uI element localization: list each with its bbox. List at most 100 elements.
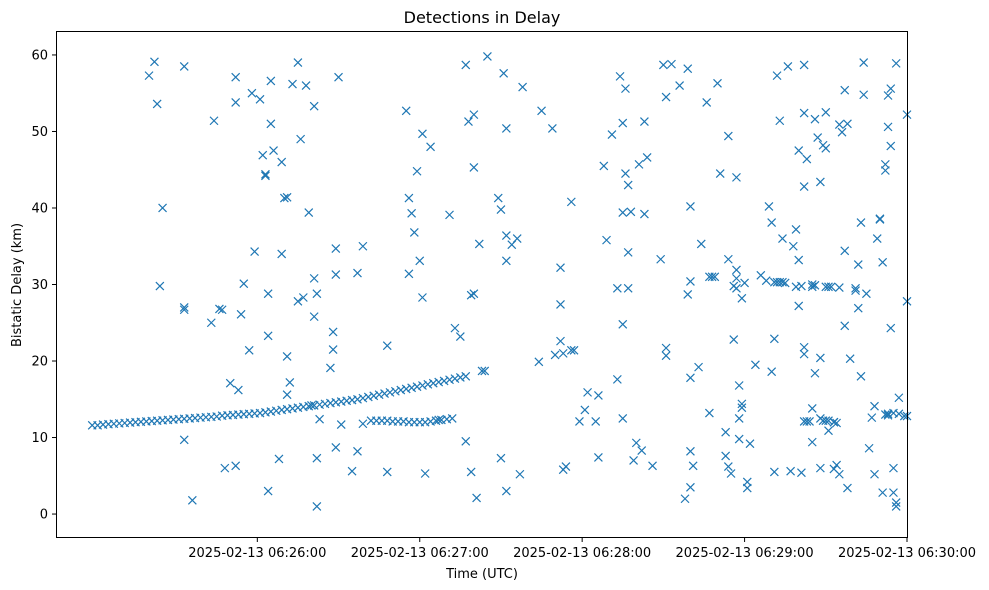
data-point	[723, 254, 733, 264]
data-point	[420, 469, 430, 478]
data-point	[683, 290, 693, 299]
data-point	[469, 289, 479, 299]
data-point	[312, 453, 322, 463]
data-point	[680, 494, 690, 504]
data-point	[894, 409, 904, 419]
data-point	[648, 461, 657, 471]
data-point	[618, 208, 628, 218]
data-point	[726, 469, 736, 478]
data-point	[285, 378, 295, 387]
data-point	[353, 268, 362, 278]
data-point	[480, 366, 490, 376]
data-point	[872, 234, 882, 244]
data-point	[889, 488, 898, 498]
data-point	[469, 163, 479, 172]
data-point	[856, 218, 866, 227]
data-point	[864, 443, 874, 453]
data-point	[602, 235, 611, 245]
data-point	[802, 417, 812, 426]
data-point	[482, 52, 492, 61]
data-point	[737, 403, 747, 413]
data-point	[288, 79, 297, 89]
y-tick-label: 0	[40, 508, 48, 523]
data-point	[472, 493, 482, 503]
data-point	[807, 404, 817, 413]
data-point	[802, 154, 812, 164]
data-point	[358, 393, 368, 403]
data-point	[859, 58, 869, 68]
data-point	[780, 278, 790, 288]
data-point	[328, 327, 338, 337]
data-point	[434, 415, 444, 425]
data-point	[740, 278, 750, 288]
data-point	[415, 256, 425, 266]
data-point	[501, 123, 511, 133]
data-point	[734, 413, 744, 423]
y-axis-label: Bistatic Delay (km)	[10, 223, 25, 347]
y-tick-label: 40	[31, 201, 48, 216]
data-point	[851, 286, 860, 296]
data-point	[418, 293, 427, 302]
data-point	[612, 374, 622, 384]
data-point	[599, 161, 609, 171]
data-point	[607, 130, 617, 139]
data-point	[721, 427, 731, 437]
data-point	[886, 141, 896, 151]
data-point	[618, 118, 628, 128]
data-point	[358, 241, 368, 251]
data-point	[334, 72, 343, 82]
data-point	[813, 133, 823, 143]
data-point	[534, 357, 544, 367]
data-point	[856, 371, 866, 381]
data-point	[859, 90, 869, 100]
data-point	[686, 446, 695, 456]
data-point	[250, 247, 260, 257]
data-point	[686, 482, 695, 492]
data-point	[404, 193, 414, 203]
y-tick-label: 60	[31, 48, 48, 63]
data-point	[783, 62, 793, 71]
data-point	[769, 334, 779, 344]
data-point	[732, 265, 741, 275]
data-point	[742, 477, 752, 487]
data-point	[791, 224, 801, 234]
data-point	[772, 71, 782, 81]
data-point	[799, 60, 809, 70]
data-point	[501, 486, 511, 496]
data-point	[298, 293, 308, 302]
data-point	[694, 362, 703, 372]
data-point	[832, 460, 842, 470]
data-point	[634, 159, 644, 169]
data-point	[150, 57, 159, 67]
data-point	[686, 373, 695, 383]
data-point	[794, 146, 804, 156]
data-point	[837, 127, 847, 137]
data-point	[723, 131, 733, 141]
x-tick-label: 2025-02-13 06:28:00	[513, 546, 651, 561]
data-point	[261, 169, 270, 179]
data-point	[404, 269, 414, 279]
data-point	[745, 439, 755, 449]
data-point	[769, 467, 779, 477]
x-tick-label: 2025-02-13 06:30:00	[838, 546, 976, 561]
data-point	[661, 343, 671, 353]
data-point	[834, 120, 844, 130]
data-point	[618, 413, 628, 423]
data-point	[158, 203, 167, 213]
data-point	[629, 456, 639, 465]
data-point	[591, 417, 601, 426]
data-point	[821, 143, 831, 153]
data-point	[807, 280, 817, 289]
data-point	[710, 272, 720, 282]
data-point	[558, 348, 568, 358]
data-point	[702, 97, 712, 107]
data-point	[439, 376, 449, 386]
data-point	[658, 60, 668, 70]
data-point	[477, 366, 487, 376]
data-point	[799, 182, 809, 191]
data-point	[810, 280, 820, 290]
data-point	[515, 469, 525, 479]
data-point	[810, 114, 820, 124]
data-point	[312, 289, 322, 299]
